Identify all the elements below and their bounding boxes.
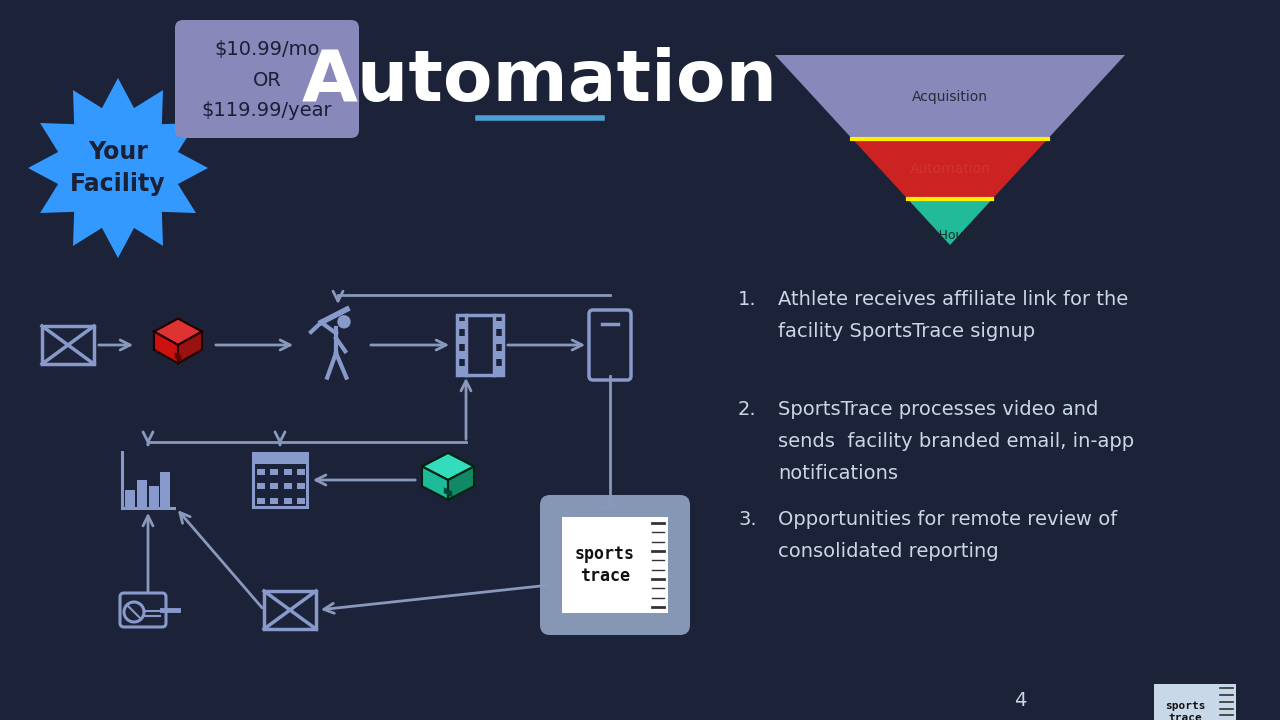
Polygon shape bbox=[448, 467, 474, 500]
Bar bbox=[458, 336, 465, 344]
Text: In House: In House bbox=[923, 229, 978, 242]
Text: Opportunities for remote review of: Opportunities for remote review of bbox=[778, 510, 1117, 529]
Bar bbox=[137, 480, 147, 508]
Text: Acquisition: Acquisition bbox=[911, 90, 988, 104]
Text: notifications: notifications bbox=[778, 464, 899, 483]
Circle shape bbox=[338, 316, 349, 328]
Polygon shape bbox=[852, 138, 1048, 199]
Bar bbox=[284, 498, 292, 503]
Polygon shape bbox=[774, 55, 1125, 138]
Text: sports
trace: sports trace bbox=[575, 545, 635, 585]
Text: 3.: 3. bbox=[739, 510, 756, 529]
Polygon shape bbox=[444, 487, 452, 497]
Text: consolidated reporting: consolidated reporting bbox=[778, 542, 998, 561]
Text: 1.: 1. bbox=[739, 290, 756, 309]
FancyBboxPatch shape bbox=[175, 20, 358, 138]
Text: 2.: 2. bbox=[739, 400, 756, 419]
Bar bbox=[270, 483, 278, 489]
Polygon shape bbox=[422, 467, 448, 500]
Bar bbox=[284, 469, 292, 474]
Bar bbox=[458, 321, 465, 329]
Bar bbox=[495, 366, 502, 374]
Bar bbox=[297, 469, 305, 474]
Polygon shape bbox=[422, 453, 474, 480]
Text: Athlete receives affiliate link for the: Athlete receives affiliate link for the bbox=[778, 290, 1128, 309]
Bar bbox=[257, 498, 265, 503]
Bar bbox=[270, 469, 278, 474]
FancyBboxPatch shape bbox=[1155, 684, 1236, 720]
Text: SportsTrace processes video and: SportsTrace processes video and bbox=[778, 400, 1098, 419]
Bar bbox=[253, 453, 307, 464]
Text: $10.99/mo
OR
$119.99/year: $10.99/mo OR $119.99/year bbox=[202, 40, 333, 120]
Bar bbox=[125, 490, 134, 508]
Text: facility SportsTrace signup: facility SportsTrace signup bbox=[778, 322, 1036, 341]
Polygon shape bbox=[174, 352, 182, 361]
Bar bbox=[495, 336, 502, 344]
Bar bbox=[270, 498, 278, 503]
Bar bbox=[284, 483, 292, 489]
Bar bbox=[495, 351, 502, 359]
FancyBboxPatch shape bbox=[540, 495, 690, 635]
Polygon shape bbox=[154, 318, 202, 345]
Text: sports
trace: sports trace bbox=[1165, 701, 1206, 720]
Bar bbox=[297, 483, 305, 489]
Text: 4: 4 bbox=[1014, 690, 1027, 709]
Polygon shape bbox=[908, 199, 992, 245]
Bar bbox=[495, 321, 502, 329]
Bar bbox=[458, 366, 465, 374]
FancyBboxPatch shape bbox=[562, 517, 668, 613]
Polygon shape bbox=[154, 331, 178, 363]
Text: Your
Facility: Your Facility bbox=[70, 140, 166, 196]
Bar bbox=[257, 469, 265, 474]
Polygon shape bbox=[178, 331, 202, 363]
Text: Automation: Automation bbox=[910, 162, 991, 176]
Bar bbox=[148, 486, 159, 508]
Polygon shape bbox=[28, 78, 207, 258]
Bar bbox=[458, 351, 465, 359]
Bar bbox=[160, 472, 170, 508]
Text: sends  facility branded email, in-app: sends facility branded email, in-app bbox=[778, 432, 1134, 451]
Bar bbox=[257, 483, 265, 489]
Text: Automation: Automation bbox=[302, 48, 778, 117]
Bar bbox=[297, 498, 305, 503]
